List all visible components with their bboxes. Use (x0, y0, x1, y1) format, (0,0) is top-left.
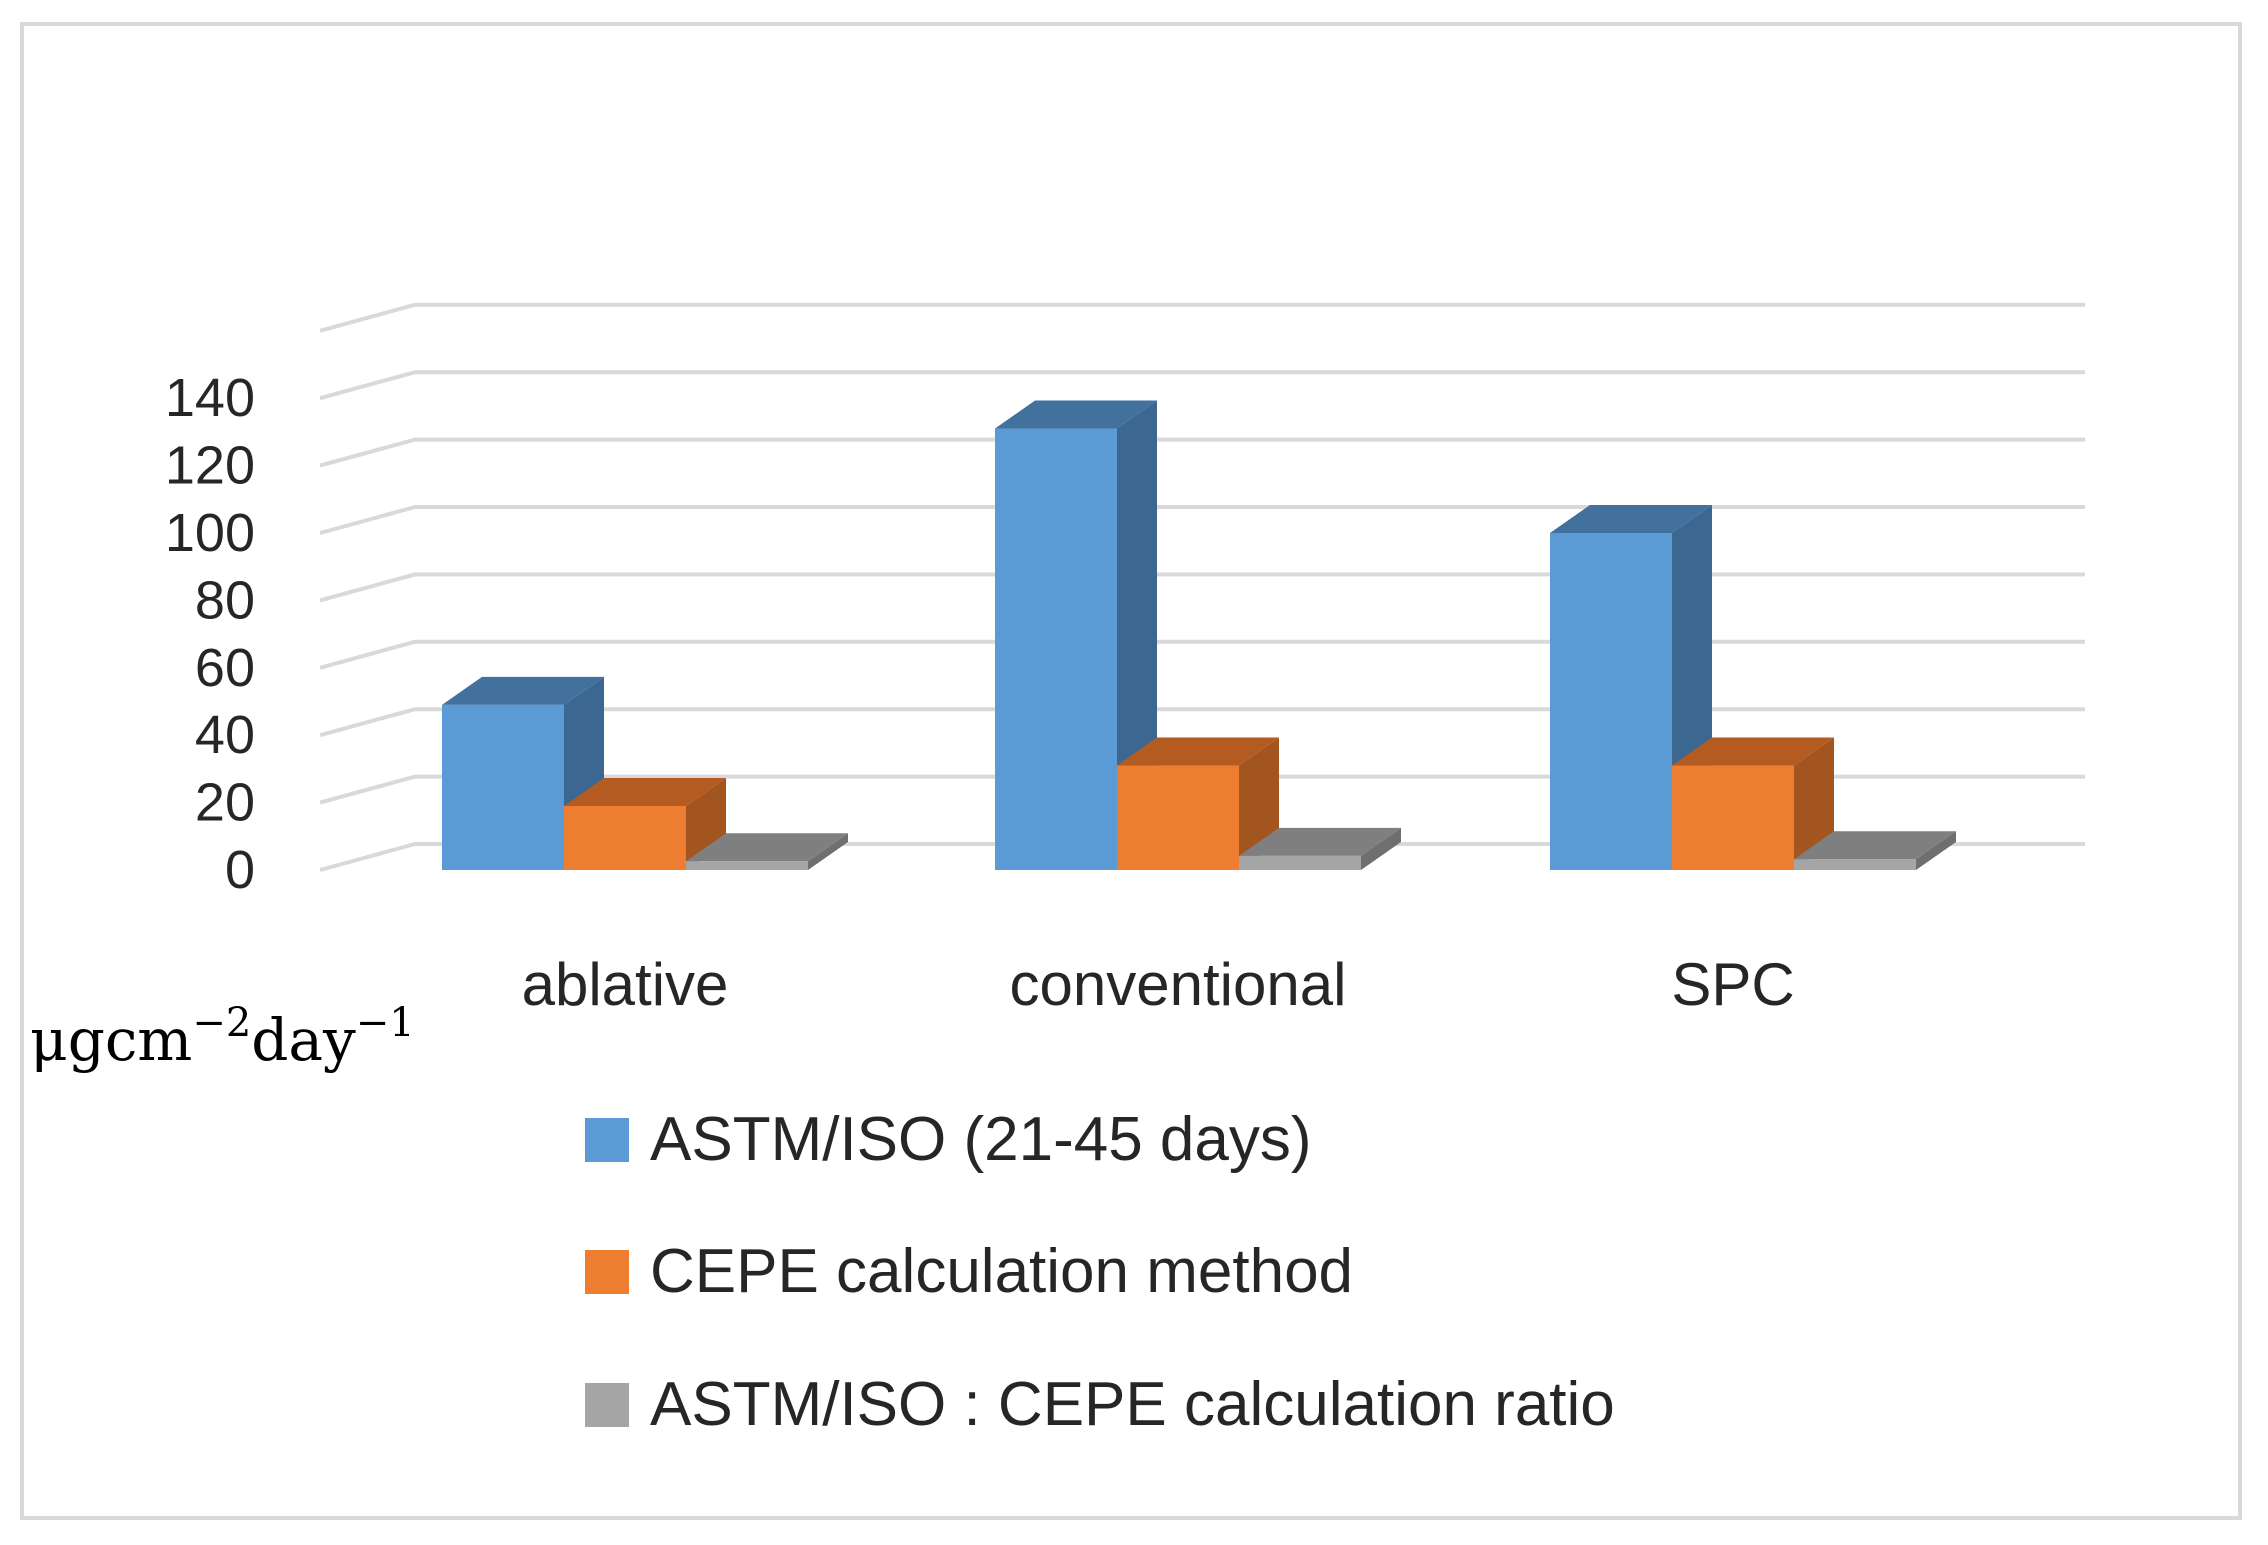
y-tick-label: 20 (195, 773, 255, 833)
gridline (319, 505, 2085, 535)
bar-front (1239, 855, 1361, 870)
legend-item: ASTM/ISO : CEPE calculation ratio (585, 1370, 1615, 1439)
y-tick-label: 0 (225, 840, 255, 900)
bar-front (442, 704, 564, 870)
bar-front (1550, 533, 1672, 870)
x-category-label: conventional (1010, 951, 1347, 1018)
x-axis-categories: ablative conventional SPC (522, 951, 1795, 1018)
bar-front (1672, 765, 1794, 870)
bar-front (995, 428, 1117, 870)
legend-swatch (585, 1383, 629, 1427)
bar-top (1550, 505, 1712, 533)
legend-label: ASTM/ISO (21-45 days) (650, 1105, 1312, 1174)
bar (1672, 737, 1834, 870)
gridline (319, 370, 2085, 401)
bar-side (808, 833, 848, 870)
legend-item: CEPE calculation method (585, 1237, 1353, 1306)
x-category-label: ablative (522, 951, 729, 1018)
y-tick-label: 120 (165, 436, 255, 496)
gridline (319, 842, 2085, 872)
bar-side (1916, 831, 1956, 870)
bar-top (995, 400, 1157, 429)
bar (1239, 827, 1401, 870)
bar-side (1361, 827, 1401, 870)
gridlines (319, 302, 2085, 872)
bar-top (564, 777, 726, 806)
bars (442, 400, 1956, 870)
y-tick-label: 100 (165, 503, 255, 563)
bar (1794, 831, 1956, 870)
y-axis-label: μgcm−2day−1 (30, 1000, 415, 1074)
gridline (319, 707, 2085, 738)
legend-label: ASTM/ISO : CEPE calculation ratio (650, 1370, 1615, 1439)
legend-label: CEPE calculation method (650, 1237, 1353, 1306)
y-tick-label: 40 (195, 705, 255, 765)
bar (686, 833, 848, 870)
y-axis-ticks: 0 20 40 60 80 100 120 140 (165, 368, 255, 900)
bar-top (1672, 737, 1834, 766)
bar-top (1794, 831, 1956, 860)
gridline (319, 639, 2085, 670)
gridline (319, 572, 2085, 603)
bar-top (1117, 737, 1279, 766)
y-tick-label: 80 (195, 570, 255, 630)
bar-front (686, 861, 808, 870)
legend-item: ASTM/ISO (21-45 days) (585, 1105, 1312, 1174)
bar (1117, 737, 1279, 870)
y-tick-label: 60 (195, 638, 255, 698)
x-category-label: SPC (1671, 951, 1794, 1018)
bar-top (1239, 827, 1401, 856)
gridline (319, 437, 2085, 468)
y-tick-label: 140 (165, 368, 255, 428)
bar-top (442, 676, 604, 705)
legend: ASTM/ISO (21-45 days) CEPE calculation me… (585, 1105, 1615, 1439)
bar-top (686, 833, 848, 862)
bar-front (1117, 765, 1239, 870)
gridline (319, 774, 2085, 805)
bar-side (1794, 737, 1834, 870)
legend-swatch (585, 1250, 629, 1294)
bar-front (1794, 859, 1916, 870)
gridline (319, 302, 2085, 333)
bar-front (564, 805, 686, 870)
legend-swatch (585, 1118, 629, 1162)
